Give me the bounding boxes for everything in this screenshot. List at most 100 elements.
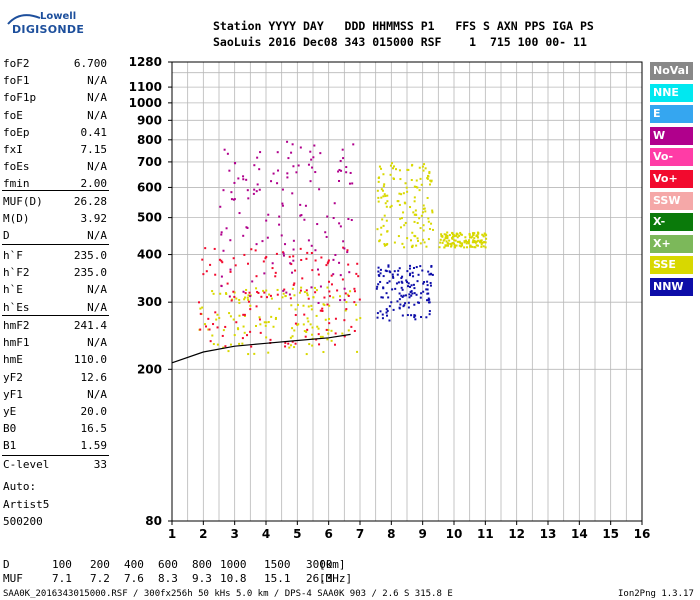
echo-point	[352, 143, 355, 146]
echo-point	[411, 292, 414, 295]
echo-point	[385, 219, 388, 222]
echo-point	[219, 292, 222, 295]
echo-point	[326, 303, 329, 306]
echo-point	[312, 156, 315, 159]
echo-point	[323, 296, 326, 299]
echo-point	[447, 244, 450, 247]
echo-point	[393, 241, 396, 244]
echo-point	[387, 264, 390, 267]
echo-point	[383, 193, 386, 196]
echo-point	[292, 259, 295, 262]
param-value: 0.41	[80, 125, 108, 139]
row-value: 26.3	[306, 572, 333, 585]
param-label: foEs	[3, 160, 30, 174]
echo-point	[380, 167, 383, 170]
echo-point	[218, 317, 221, 320]
echo-point	[242, 175, 245, 178]
echo-point	[472, 233, 475, 236]
echo-point	[293, 329, 296, 332]
logo-top-text: Lowell	[40, 11, 77, 22]
y-tick-label: 200	[137, 362, 162, 376]
echo-point	[241, 342, 244, 345]
echo-point	[393, 165, 396, 168]
echo-point	[447, 242, 450, 245]
logo-arc-icon	[7, 14, 41, 25]
echo-point	[209, 340, 212, 343]
echo-point	[347, 217, 350, 220]
param-row: hmF2 241.4	[3, 319, 107, 336]
echo-point	[415, 244, 418, 247]
echo-point	[247, 197, 250, 200]
echo-point	[392, 275, 395, 278]
echo-point	[238, 342, 241, 345]
c-level-label: C-level	[3, 458, 50, 471]
echo-point	[332, 273, 335, 276]
echo-point	[468, 245, 471, 248]
echo-point	[377, 270, 380, 273]
echo-point	[308, 343, 311, 346]
echo-point	[455, 234, 458, 237]
echo-point	[409, 206, 412, 209]
echo-point	[312, 296, 315, 299]
echo-point	[256, 183, 259, 186]
row-value: 3000	[306, 558, 333, 571]
echo-point	[416, 239, 419, 242]
echo-point	[307, 320, 310, 323]
echo-point	[321, 335, 324, 338]
echo-point	[399, 226, 402, 229]
echo-point	[407, 285, 410, 288]
echo-point	[410, 164, 413, 167]
panel-separator	[2, 190, 109, 191]
echo-point	[202, 273, 205, 276]
echo-point	[459, 242, 462, 245]
echo-point	[388, 280, 391, 283]
echo-point	[355, 303, 358, 306]
echo-point	[298, 291, 301, 294]
echo-point	[327, 317, 330, 320]
param-row: B0 16.5	[3, 422, 107, 439]
echo-point	[264, 257, 267, 260]
auto-scaling-note: Artist5	[3, 497, 50, 511]
param-value: 6.700	[73, 57, 107, 70]
echo-point	[315, 338, 318, 341]
echo-point	[427, 270, 430, 273]
echo-point	[306, 294, 309, 297]
echo-point	[468, 236, 471, 239]
echo-point	[319, 309, 322, 312]
echo-point	[428, 313, 431, 316]
echo-point	[326, 215, 329, 218]
echo-point	[393, 270, 396, 273]
echo-point	[392, 308, 395, 311]
echo-point	[326, 262, 329, 265]
echo-point	[381, 313, 384, 316]
x-tick-label: 7	[356, 527, 364, 541]
echo-point	[398, 298, 401, 301]
echo-point	[322, 351, 325, 354]
echo-point	[292, 255, 295, 258]
echo-point	[471, 245, 474, 248]
echo-point	[274, 271, 277, 274]
echo-point	[430, 222, 433, 225]
echo-point	[419, 227, 422, 230]
echo-point	[251, 280, 254, 283]
echo-point	[419, 177, 422, 180]
echo-point	[294, 322, 297, 325]
echo-point	[419, 296, 422, 299]
y-tick-label: 1000	[129, 96, 162, 110]
echo-point	[381, 189, 384, 192]
echo-point	[304, 204, 307, 207]
echo-point	[353, 287, 356, 290]
logo-bottom-text: DIGISONDE	[12, 23, 85, 36]
param-row: foE N/A	[3, 109, 107, 126]
echo-point	[376, 228, 379, 231]
echo-point	[412, 211, 415, 214]
echo-point	[349, 171, 352, 174]
echo-point	[459, 231, 462, 234]
echo-point	[423, 207, 426, 210]
echo-point	[431, 273, 434, 276]
param-row: MUF(D) 26.28	[3, 195, 107, 212]
echo-point	[205, 270, 208, 273]
echo-point	[222, 329, 225, 332]
echo-point	[246, 226, 249, 229]
echo-point	[446, 235, 449, 238]
